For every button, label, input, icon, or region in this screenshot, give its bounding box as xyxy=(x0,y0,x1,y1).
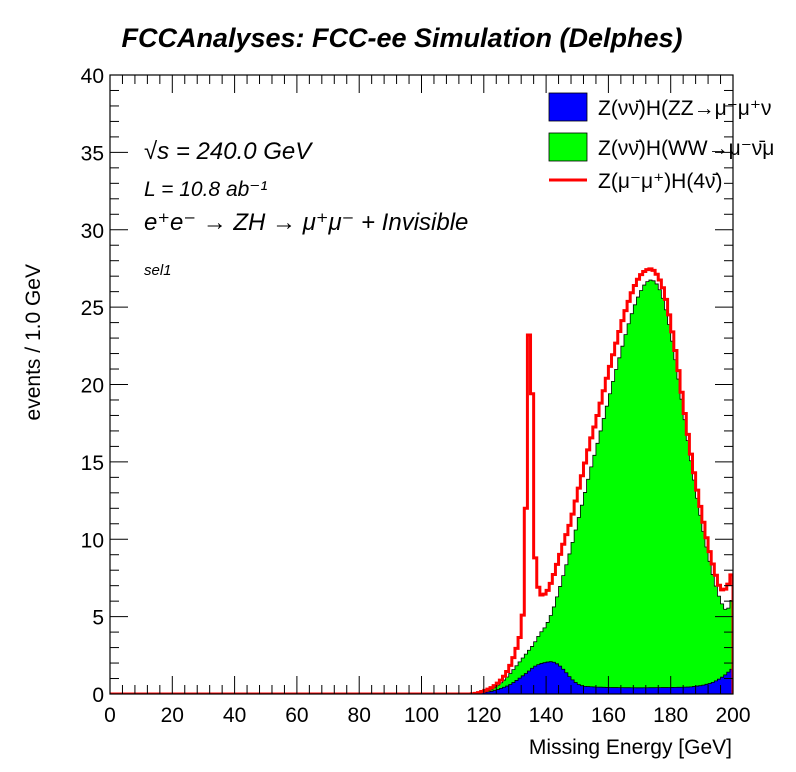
sqrt-s-annotation: √s = 240.0 GeV xyxy=(144,138,313,165)
x-tick-label: 80 xyxy=(348,704,371,727)
y-tick-label: 25 xyxy=(81,297,104,320)
legend-entry-label: Z(νν̄)H(ZZ→μ⁻μ⁺ν xyxy=(598,97,772,120)
y-tick-label: 30 xyxy=(81,220,104,243)
y-tick-label: 40 xyxy=(81,65,104,88)
legend: Z(νν̄)H(ZZ→μ⁻μ⁺ν Z(νν̄)H(WW→μ⁻ν̄μ Z(μ⁻μ⁺)H… xyxy=(548,92,774,193)
x-tick-label: 100 xyxy=(404,704,439,727)
y-tick-label: 15 xyxy=(81,452,104,475)
chart-title: FCCAnalyses: FCC-ee Simulation (Delphes) xyxy=(121,23,682,53)
x-tick-label: 40 xyxy=(223,704,246,727)
x-tick-label: 60 xyxy=(285,704,308,727)
legend-swatch xyxy=(548,92,588,122)
x-tick-label: 160 xyxy=(591,704,626,727)
legend-entry-label: Z(νν̄)H(WW→μ⁻ν̄μ xyxy=(598,137,774,160)
series-2-histogram xyxy=(110,267,733,694)
x-tick-label: 200 xyxy=(715,704,750,727)
y-axis-label: events / 1.0 GeV xyxy=(22,264,45,420)
series-0-histogram xyxy=(470,661,733,694)
x-tick-label: 120 xyxy=(466,704,501,727)
legend-swatch xyxy=(548,132,588,162)
y-tick-label: 0 xyxy=(92,684,104,707)
process-annotation: e⁺e⁻ → ZH → μ⁺μ⁻ + Invisible xyxy=(144,209,468,236)
x-axis-label: Missing Energy [GeV] xyxy=(529,736,732,759)
legend-entry-label: Z(μ⁻μ⁺)H(4ν̄) xyxy=(598,170,723,193)
y-tick-label: 5 xyxy=(92,607,104,630)
y-tick-label: 35 xyxy=(81,142,104,165)
y-tick-label: 20 xyxy=(81,375,104,398)
x-tick-label: 20 xyxy=(161,704,184,727)
luminosity-annotation: L = 10.8 ab⁻¹ xyxy=(144,178,267,201)
y-tick-label: 10 xyxy=(81,529,104,552)
x-tick-label: 140 xyxy=(529,704,564,727)
x-tick-label: 0 xyxy=(104,704,116,727)
selection-annotation: sel1 xyxy=(144,262,172,279)
x-tick-label: 180 xyxy=(653,704,688,727)
